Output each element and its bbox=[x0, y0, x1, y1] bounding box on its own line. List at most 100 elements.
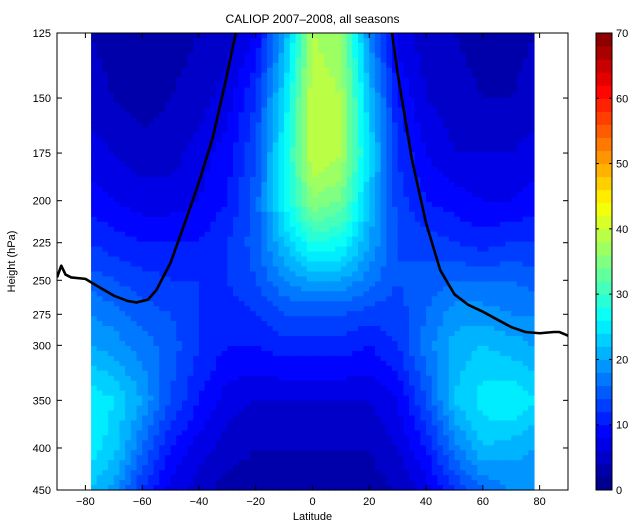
heatmap-cell bbox=[306, 177, 314, 183]
heatmap-cell bbox=[414, 266, 421, 273]
heatmap-cell bbox=[301, 107, 308, 114]
heatmap-cell bbox=[352, 82, 359, 89]
heatmap-cell bbox=[96, 216, 104, 223]
heatmap-cell bbox=[193, 132, 200, 138]
heatmap-cell bbox=[409, 311, 416, 317]
heatmap-cell bbox=[233, 157, 240, 163]
heatmap-cell bbox=[267, 246, 274, 253]
heatmap-cell bbox=[369, 37, 376, 44]
heatmap-cell bbox=[164, 82, 172, 89]
heatmap-cell bbox=[454, 261, 461, 268]
heatmap-cell bbox=[329, 117, 336, 124]
heatmap-cell bbox=[460, 236, 467, 243]
heatmap-cell bbox=[193, 47, 200, 54]
heatmap-cell bbox=[431, 276, 439, 282]
heatmap-cell bbox=[238, 102, 245, 109]
heatmap-cell bbox=[227, 316, 234, 322]
heatmap-cell bbox=[181, 33, 189, 39]
heatmap-cell bbox=[465, 191, 473, 198]
heatmap-cell bbox=[119, 226, 126, 233]
heatmap-cell bbox=[505, 201, 512, 208]
heatmap-cell bbox=[420, 226, 427, 233]
heatmap-cell bbox=[403, 321, 410, 327]
heatmap-cell bbox=[318, 196, 325, 203]
heatmap-cell bbox=[528, 52, 535, 59]
heatmap-cell bbox=[460, 196, 467, 203]
heatmap-cell bbox=[193, 301, 200, 307]
heatmap-cell bbox=[159, 97, 166, 104]
heatmap-cell bbox=[125, 296, 132, 302]
heatmap-cell bbox=[437, 37, 444, 44]
heatmap-cell bbox=[437, 82, 444, 89]
heatmap-cell bbox=[119, 256, 126, 263]
heatmap-cell bbox=[511, 62, 518, 69]
heatmap-cell bbox=[261, 147, 268, 153]
heatmap-cell bbox=[471, 216, 478, 223]
heatmap-cell bbox=[323, 37, 331, 44]
heatmap-cell bbox=[284, 67, 291, 74]
heatmap-cell bbox=[420, 122, 427, 128]
heatmap-cell bbox=[374, 37, 382, 44]
heatmap-cell bbox=[346, 201, 353, 208]
heatmap-cell bbox=[91, 142, 98, 148]
heatmap-cell bbox=[102, 331, 109, 337]
heatmap-cell bbox=[363, 231, 370, 238]
heatmap-cell bbox=[227, 321, 234, 327]
heatmap-cell bbox=[477, 206, 484, 213]
heatmap-cell bbox=[210, 311, 217, 317]
heatmap-cell bbox=[193, 177, 200, 183]
heatmap-cell bbox=[244, 271, 251, 277]
heatmap-cell bbox=[153, 201, 160, 208]
heatmap-cell bbox=[198, 77, 206, 84]
heatmap-cell bbox=[528, 67, 535, 74]
heatmap-cell bbox=[494, 271, 501, 277]
heatmap-cell bbox=[397, 266, 404, 273]
heatmap-cell bbox=[482, 336, 490, 342]
heatmap-cell bbox=[374, 82, 382, 89]
heatmap-cell bbox=[187, 177, 194, 183]
heatmap-cell bbox=[306, 345, 314, 352]
heatmap-cell bbox=[346, 216, 353, 223]
heatmap-cell bbox=[170, 57, 177, 64]
heatmap-cell bbox=[306, 157, 314, 163]
heatmap-cell bbox=[437, 316, 444, 322]
heatmap-cell bbox=[295, 206, 302, 213]
heatmap-cell bbox=[409, 172, 416, 178]
heatmap-cell bbox=[136, 256, 143, 263]
heatmap-cell bbox=[431, 271, 439, 277]
heatmap-cell bbox=[289, 137, 297, 143]
heatmap-cell bbox=[528, 42, 535, 49]
heatmap-cell bbox=[403, 211, 410, 218]
heatmap-cell bbox=[176, 191, 183, 198]
heatmap-cell bbox=[414, 231, 421, 238]
heatmap-cell bbox=[312, 251, 319, 258]
heatmap-cell bbox=[414, 157, 421, 163]
heatmap-cell bbox=[159, 301, 166, 307]
heatmap-cell bbox=[301, 261, 308, 268]
heatmap-cell bbox=[261, 162, 268, 168]
heatmap-cell bbox=[142, 87, 149, 94]
heatmap-cell bbox=[374, 211, 382, 218]
heatmap-cell bbox=[198, 122, 206, 128]
heatmap-cell bbox=[369, 211, 376, 218]
heatmap-cell bbox=[267, 57, 274, 64]
heatmap-cell bbox=[380, 241, 387, 248]
heatmap-cell bbox=[244, 33, 251, 39]
heatmap-cell bbox=[312, 182, 319, 188]
heatmap-cell bbox=[477, 177, 484, 183]
heatmap-cell bbox=[198, 82, 206, 89]
heatmap-cell bbox=[198, 340, 206, 347]
heatmap-cell bbox=[522, 345, 529, 352]
heatmap-cell bbox=[323, 157, 331, 163]
heatmap-cell bbox=[204, 112, 211, 119]
heatmap-cell bbox=[227, 37, 234, 44]
heatmap-cell bbox=[295, 336, 302, 342]
heatmap-cell bbox=[403, 231, 410, 238]
heatmap-cell bbox=[159, 261, 166, 268]
heatmap-cell bbox=[164, 301, 172, 307]
heatmap-cell bbox=[482, 147, 490, 153]
heatmap-cell bbox=[125, 191, 132, 198]
heatmap-cell bbox=[289, 311, 297, 317]
heatmap-cell bbox=[374, 331, 382, 337]
heatmap-cell bbox=[380, 345, 387, 352]
